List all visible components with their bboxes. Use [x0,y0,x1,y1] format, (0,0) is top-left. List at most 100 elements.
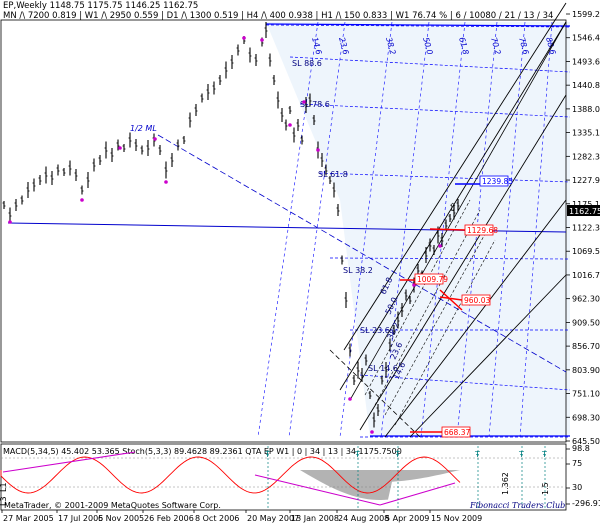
fib-grid-line [359,374,571,391]
macd-histogram [300,470,460,500]
channel-line [339,21,567,391]
pivot-dot [260,38,264,42]
price-tick-label: 1282.35 [572,152,600,161]
fib-top-label: 61.8 [457,36,470,56]
time-tick-label: 24 Aug 2008 [338,514,389,523]
timeframe-stats: MN /\ 7200 0.819 | W1 /\ 2950 0.559 | D1… [3,11,554,21]
half-ml-label: 1/2 ML [130,124,157,133]
price-tick-label: 962.30 [572,295,600,304]
time-tick-label: 15 Nov 2009 [431,514,482,523]
price-tick-label: 1440.80 [572,81,600,90]
signal-mark-icon: Ŧ [394,450,400,459]
inner-channel-line [364,199,471,396]
price-tick-label: 1546.45 [572,34,600,43]
price-tick-label: 856.70 [572,342,600,351]
price-tick-label: 1493.60 [572,57,600,66]
price-tick-label: 1227.95 [572,176,600,185]
ind-axis-label: 98.8 [572,444,590,453]
fib-top-label: 38.2 [384,36,397,56]
price-tick-label: 909.50 [572,318,600,327]
price-tick-label: 1122.35 [572,224,600,233]
channel-line [384,199,567,438]
fib-top-label: 78.6 [517,36,530,56]
price-tick-label: 1335.15 [572,129,600,138]
ind-mid-label: 1.362 [501,472,510,495]
price-target-line [439,296,463,301]
price-axis: 1599.20 1546.45 1493.60 1440.80 1388.00 1335.… [566,10,600,446]
copyright-label: MetaTrader, © 2001-2009 MetaQuotes Softw… [4,501,221,510]
pivot-dot [370,430,374,434]
sl-label: SL 78.6 [300,100,330,109]
price-target-line [429,228,466,231]
signal-mark-icon: Ŧ [518,450,524,459]
price-tick-label: 751.10 [572,390,600,399]
pivot-dot [288,123,292,127]
lower-dashed-line [329,349,421,438]
ind-axis-label: 30 [572,483,582,492]
pivot-dot [153,137,157,141]
price-target-label: 1009.79 [417,275,448,284]
inner-channel-line [384,224,491,416]
pivot-dot [118,146,122,150]
pivot-dot [316,148,320,152]
indicator-label: MACD(5,34,5) 45.402 53.365 Stoch(5,3,3) … [3,447,402,456]
pivot-dot [302,100,306,104]
ind-trendline [254,474,381,506]
ind-mid-label: 1.5 [541,482,550,495]
price-target-label: 960.03 [464,296,490,305]
fib-grid-line [289,56,571,73]
half-median-line [157,134,567,373]
time-tick-label: 8 Oct 2006 [195,514,239,523]
price-target-box [464,224,494,236]
price-tick-label: 698.30 [572,413,600,422]
time-tick-label: 5 Apr 2009 [385,514,429,523]
price-tick-label: 803.90 [572,366,600,375]
signal-mark-icon: Ŧ [474,450,480,459]
price-tick-label: 1016.75 [572,271,600,280]
symbol-info: EP,Weekly 1148.75 1175.75 1146.25 1162.7… [3,1,199,11]
up-arrow-icon: ⇧ [448,201,457,214]
price-target-label: 1129.68 [467,226,498,235]
signal-mark-icon: Ŧ [264,450,270,459]
fib-grid-line [265,24,571,28]
inner-channel-line [394,239,496,426]
channel-line [409,274,567,438]
channel-line [359,94,567,431]
price-tick-label: 645.50 [572,437,600,446]
ind-axis-label: 75 [572,459,582,468]
pivot-dot [348,397,352,401]
chart-annotations: 1239.85 1129.68 1009.79 960.03 668.37 [400,175,513,438]
fib-top-label: 23.6 [337,36,350,56]
price-target-box [461,294,491,306]
signal-mark-icon: Ŧ [541,450,547,459]
stochastic-line [0,456,461,494]
time-tick-label: 17 Jul 2005 [58,514,103,523]
sl-label: SL 38.2 [343,266,373,275]
channel-line [343,2,567,351]
current-price-label: 1162.75 [569,207,600,216]
fib-top-label: 70.2 [489,36,502,56]
price-target-label: 668.37 [444,428,470,437]
pivot-dot [8,220,12,224]
pivot-dot [242,36,246,40]
red-target-diagonal [439,289,463,311]
pivot-dot [438,244,442,248]
indicator-frame [0,443,567,511]
main-chart-frame [0,19,567,443]
pivot-dot [80,198,84,202]
ind-axis-label: -296.914 [572,499,600,508]
price-tick-label: 1599.20 [572,10,600,19]
price-tick-label: 1388.00 [572,105,600,114]
fib-grid-line [319,172,571,183]
indicator-pane: MACD(5,34,5) 45.402 53.365 Stoch(5,3,3) … [0,444,600,508]
ind-left-label: L1 [0,482,8,492]
fib-time-line [257,21,319,438]
sl-label: SL 23.6 [360,326,390,335]
fib-time-line [288,21,346,438]
ind-trendline [379,482,456,506]
fib-top-line [265,23,571,27]
inner-channel-line [374,209,481,406]
